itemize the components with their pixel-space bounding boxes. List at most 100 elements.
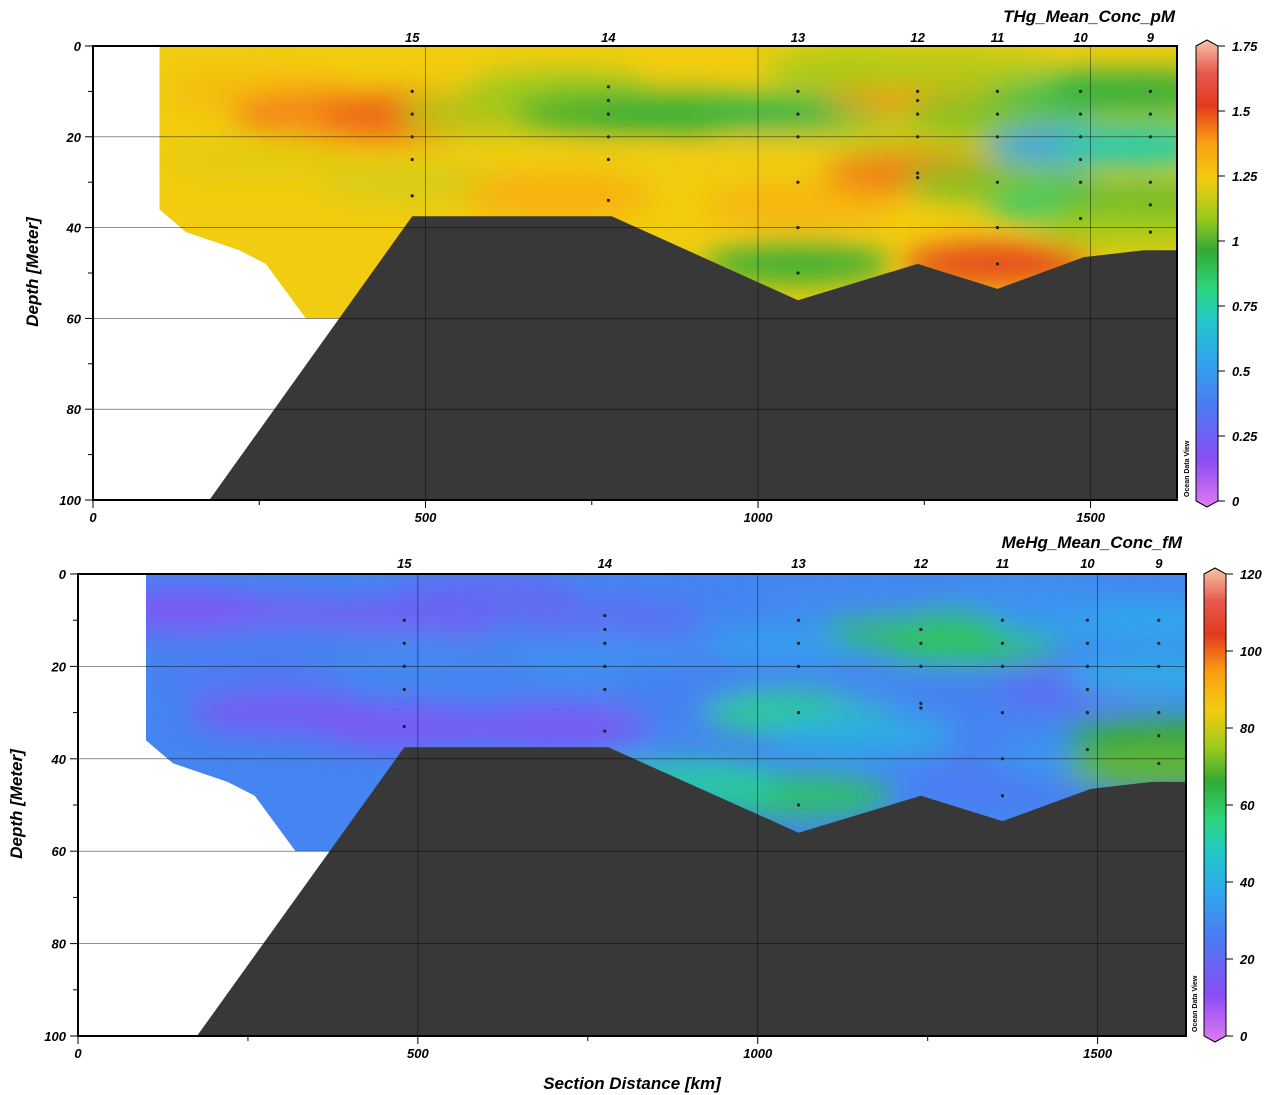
sample-point <box>1078 89 1083 93</box>
sample-point <box>916 89 920 93</box>
sample-point <box>1148 203 1152 207</box>
colorbar-tick-label: 80 <box>1240 721 1255 736</box>
mehg-gridlines <box>78 574 1186 1036</box>
sample-point <box>1157 711 1161 715</box>
sample-point <box>1000 757 1005 761</box>
colorbar-tick-label: 40 <box>1239 875 1255 890</box>
sample-point <box>919 706 923 710</box>
sample-point <box>1000 664 1005 669</box>
sample-point <box>1148 230 1152 234</box>
sample-point <box>1085 711 1090 715</box>
sample-point <box>402 664 406 669</box>
field-sample <box>1063 653 1186 698</box>
thg-y-tick-labels: 0 20 40 60 80 100 <box>59 39 81 508</box>
mehg-seafloor <box>196 747 1187 1036</box>
y-tick-label: 60 <box>67 311 82 326</box>
sample-point <box>1085 618 1090 622</box>
thg-seafloor <box>209 216 1177 500</box>
thg-colorbar: Ocean Data View 0 0.25 0.5 0.75 1 1.25 1… <box>1184 39 1258 509</box>
mehg-panel: MeHg_Mean_Conc_fM 15 14 13 12 11 10 9 0 … <box>7 533 1262 1093</box>
sample-point <box>916 135 920 139</box>
sample-point <box>603 729 607 733</box>
y-tick-label: 100 <box>44 1029 66 1044</box>
x-axis-title: Section Distance [km] <box>543 1074 722 1093</box>
sample-point <box>995 89 1000 93</box>
colorbar-ramp <box>1203 567 1227 1043</box>
station-label: 11 <box>996 556 1010 571</box>
field-sample <box>390 575 581 620</box>
station-label: 15 <box>405 30 420 45</box>
station-label: 10 <box>1080 556 1095 571</box>
field-sample <box>764 575 955 620</box>
station-label: 9 <box>1155 556 1163 571</box>
field-sample <box>702 241 893 286</box>
colorbar-tick-label: 20 <box>1239 952 1255 967</box>
mehg-axis-ticks <box>70 573 1099 1044</box>
sample-point <box>1148 89 1152 93</box>
sample-point <box>796 803 801 807</box>
sample-point <box>916 171 920 175</box>
field-sample <box>702 182 893 227</box>
sample-point <box>410 112 414 116</box>
x-tick-label: 500 <box>415 510 437 525</box>
sample-point <box>796 112 800 116</box>
sample-point <box>1148 112 1152 116</box>
station-label: 13 <box>791 30 806 45</box>
field-sample <box>317 160 508 205</box>
sample-point <box>1085 747 1090 752</box>
colorbar-ticks <box>1226 573 1233 1037</box>
sample-point <box>916 176 920 180</box>
colorbar-tick-label: 1 <box>1232 234 1239 249</box>
y-tick-label: 0 <box>59 567 67 582</box>
sample-point <box>1148 180 1152 184</box>
station-label: 15 <box>397 556 412 571</box>
sample-point <box>410 135 414 139</box>
colorbar-tick-label: 1.25 <box>1232 169 1258 184</box>
thg-axis-ticks <box>85 45 1092 508</box>
sample-point <box>410 89 414 93</box>
thg-panel: THg_Mean_Conc_pM 15 14 13 12 11 10 9 0 5… <box>23 7 1258 525</box>
sample-point <box>606 112 610 116</box>
field-sample <box>764 713 955 758</box>
sample-point <box>919 627 923 632</box>
sample-point <box>1157 734 1161 738</box>
sample-point <box>1078 216 1083 221</box>
sample-point <box>796 618 801 622</box>
colorbar-ticks <box>1218 45 1225 502</box>
station-label: 14 <box>601 30 616 45</box>
mehg-y-tick-labels: 0 20 40 60 80 100 <box>44 567 66 1044</box>
y-tick-label: 80 <box>52 937 67 952</box>
y-tick-label: 0 <box>74 39 82 54</box>
colorbar-tick-label: 0 <box>1232 494 1240 509</box>
colorbar-tick-label: 60 <box>1240 798 1255 813</box>
colorbar-tick-label: 0.5 <box>1232 364 1251 379</box>
sample-point <box>796 641 801 645</box>
y-tick-label: 40 <box>51 752 67 767</box>
thg-sample-points <box>410 85 1152 275</box>
ocean-data-view-watermark: Ocean Data View <box>1184 440 1191 497</box>
field-sample <box>309 630 500 675</box>
sample-point <box>995 262 1000 266</box>
station-label: 12 <box>914 556 929 571</box>
y-tick-label: 80 <box>67 402 82 417</box>
thg-y-axis-title: Depth [Meter] <box>23 216 42 327</box>
sample-point <box>402 641 406 645</box>
sample-point <box>402 687 406 692</box>
sample-point <box>796 89 800 93</box>
sample-point <box>1157 641 1161 645</box>
y-tick-label: 100 <box>59 493 81 508</box>
y-tick-label: 20 <box>66 130 82 145</box>
sample-point <box>606 135 610 139</box>
x-tick-label: 1500 <box>1083 1046 1113 1061</box>
sample-point <box>796 135 800 139</box>
sample-point <box>796 664 801 669</box>
colorbar-ramp <box>1195 39 1219 508</box>
colorbar-tick-label: 100 <box>1240 644 1262 659</box>
field-sample <box>458 704 649 749</box>
field-sample <box>1063 746 1186 791</box>
sample-point <box>916 98 920 103</box>
colorbar-tick-label: 1.75 <box>1232 39 1258 54</box>
sample-point <box>1085 687 1090 692</box>
station-label: 9 <box>1147 30 1155 45</box>
sample-point <box>995 112 1000 116</box>
